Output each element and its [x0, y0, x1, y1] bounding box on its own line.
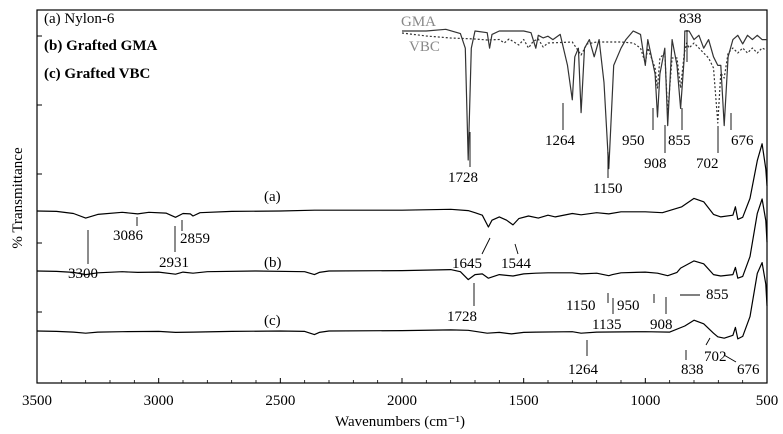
peak-label: 838 — [681, 362, 704, 378]
peak-label: 1150 — [593, 181, 622, 197]
series-line-GMA — [402, 28, 767, 170]
x-tick-label: 3000 — [144, 393, 174, 409]
series-layer — [36, 28, 768, 340]
series-name-label: (c) — [264, 313, 281, 329]
peak-label: 3300 — [68, 266, 98, 282]
peak-label: 908 — [644, 156, 667, 172]
x-tick-label: 1500 — [509, 393, 539, 409]
peak-label: 908 — [650, 317, 673, 333]
peak-label: 702 — [704, 349, 727, 365]
peak-label: 855 — [706, 287, 729, 303]
series-line-b — [36, 198, 768, 281]
y-axis-title: % Transmittance — [10, 147, 26, 249]
legend-entry: (c) Grafted VBC — [44, 66, 150, 82]
peak-label: 838 — [679, 11, 702, 27]
series-line-VBC — [401, 32, 768, 124]
axes-layer: 3500 3000 2500 2000 1500 1000 500 Wavenumbers (… — [10, 9, 779, 430]
peak-label: 1264 — [545, 133, 576, 149]
peak-leader-line — [723, 354, 737, 363]
series-name-label: VBC — [409, 39, 440, 55]
x-tick-label: 1000 — [630, 393, 660, 409]
series-name-label: (b) — [264, 255, 282, 271]
legend-layer: (a) Nylon-6 (b) Grafted GMA (c) Grafted VB… — [44, 11, 157, 82]
x-tick-label: 3500 — [22, 393, 52, 409]
peak-label: 676 — [737, 362, 760, 378]
peak-label: 950 — [617, 298, 640, 314]
peak-label: 2931 — [159, 255, 189, 271]
x-tick-label: 2500 — [265, 393, 295, 409]
peak-label: 855 — [668, 133, 691, 149]
series-line-c — [36, 262, 768, 340]
peak-label: 1264 — [568, 362, 599, 378]
x-axis-unit: (cm⁻¹) — [424, 414, 465, 430]
peak-label: 1135 — [592, 317, 621, 333]
x-tick-label: 500 — [756, 393, 779, 409]
legend-entry: (b) Grafted GMA — [44, 38, 157, 54]
peak-label: 1728 — [447, 309, 477, 325]
peak-label: 950 — [622, 133, 645, 149]
x-axis-title: Wavenumbers (cm⁻¹) — [335, 414, 465, 430]
peak-label: 702 — [696, 156, 719, 172]
labels-layer: (a) (b) (c) GMA VBC 3300 3086 2931 2859 1645 1544 1… — [68, 11, 760, 378]
x-tick-label: 2000 — [387, 393, 417, 409]
peak-label: 3086 — [113, 228, 144, 244]
peak-leader-line — [481, 237, 491, 255]
legend-entry: (a) Nylon-6 — [44, 11, 115, 27]
peak-label: 676 — [731, 133, 754, 149]
peak-label: 1645 — [452, 256, 482, 272]
peak-leader-line — [514, 243, 519, 255]
peak-label: 1728 — [448, 170, 478, 186]
series-line-a — [36, 143, 768, 228]
series-name-label: GMA — [401, 14, 436, 30]
peak-label: 2859 — [180, 231, 210, 247]
peak-label: 1150 — [566, 298, 595, 314]
series-name-label: (a) — [264, 189, 281, 205]
peak-leader-line — [705, 337, 711, 346]
peak-label: 1544 — [501, 256, 532, 272]
